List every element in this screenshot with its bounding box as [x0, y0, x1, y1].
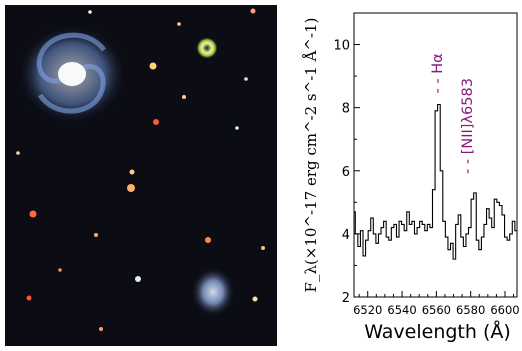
- x-ticks: 6520 6540 6560 6580 6600: [353, 291, 520, 317]
- y-tick-label: 2: [342, 291, 350, 306]
- line-annotations: - - Hα - - [NII]λ6583: [430, 53, 476, 174]
- point-sources: [16, 8, 265, 331]
- annotation-label: - - [NII]λ6583: [460, 78, 476, 174]
- sky-image-panel: [5, 5, 277, 346]
- annotation-label: - - Hα: [430, 53, 446, 93]
- x-tick-label: 6520: [353, 303, 382, 317]
- x-tick-label: 6540: [387, 303, 416, 317]
- x-tick-label: 6580: [456, 303, 485, 317]
- y-tick-label: 10: [333, 39, 350, 54]
- x-tick-label: 6560: [422, 303, 451, 317]
- spiral-galaxy: [17, 24, 127, 124]
- y-tick-label: 6: [342, 165, 350, 180]
- y-ticks: 2 4 6 8 10: [333, 12, 360, 306]
- spectrum-line: [354, 103, 517, 260]
- x-axis-label: Wavelength (Å): [364, 320, 511, 343]
- y-axis-label: F_λ(×10^-17 erg cm^-2 s^-1 Å^-1): [302, 18, 320, 293]
- spectrum-plot: 2 4 6 8 10 6520 6540 6560 6580 6600 - - Hα - - [N…: [302, 12, 520, 343]
- y-tick-label: 8: [342, 102, 350, 117]
- small-galaxy: [191, 267, 235, 317]
- x-tick-label: 6600: [490, 303, 519, 317]
- y-tick-label: 4: [342, 228, 350, 243]
- ring-star: [196, 37, 218, 59]
- axes-frame: [353, 12, 518, 298]
